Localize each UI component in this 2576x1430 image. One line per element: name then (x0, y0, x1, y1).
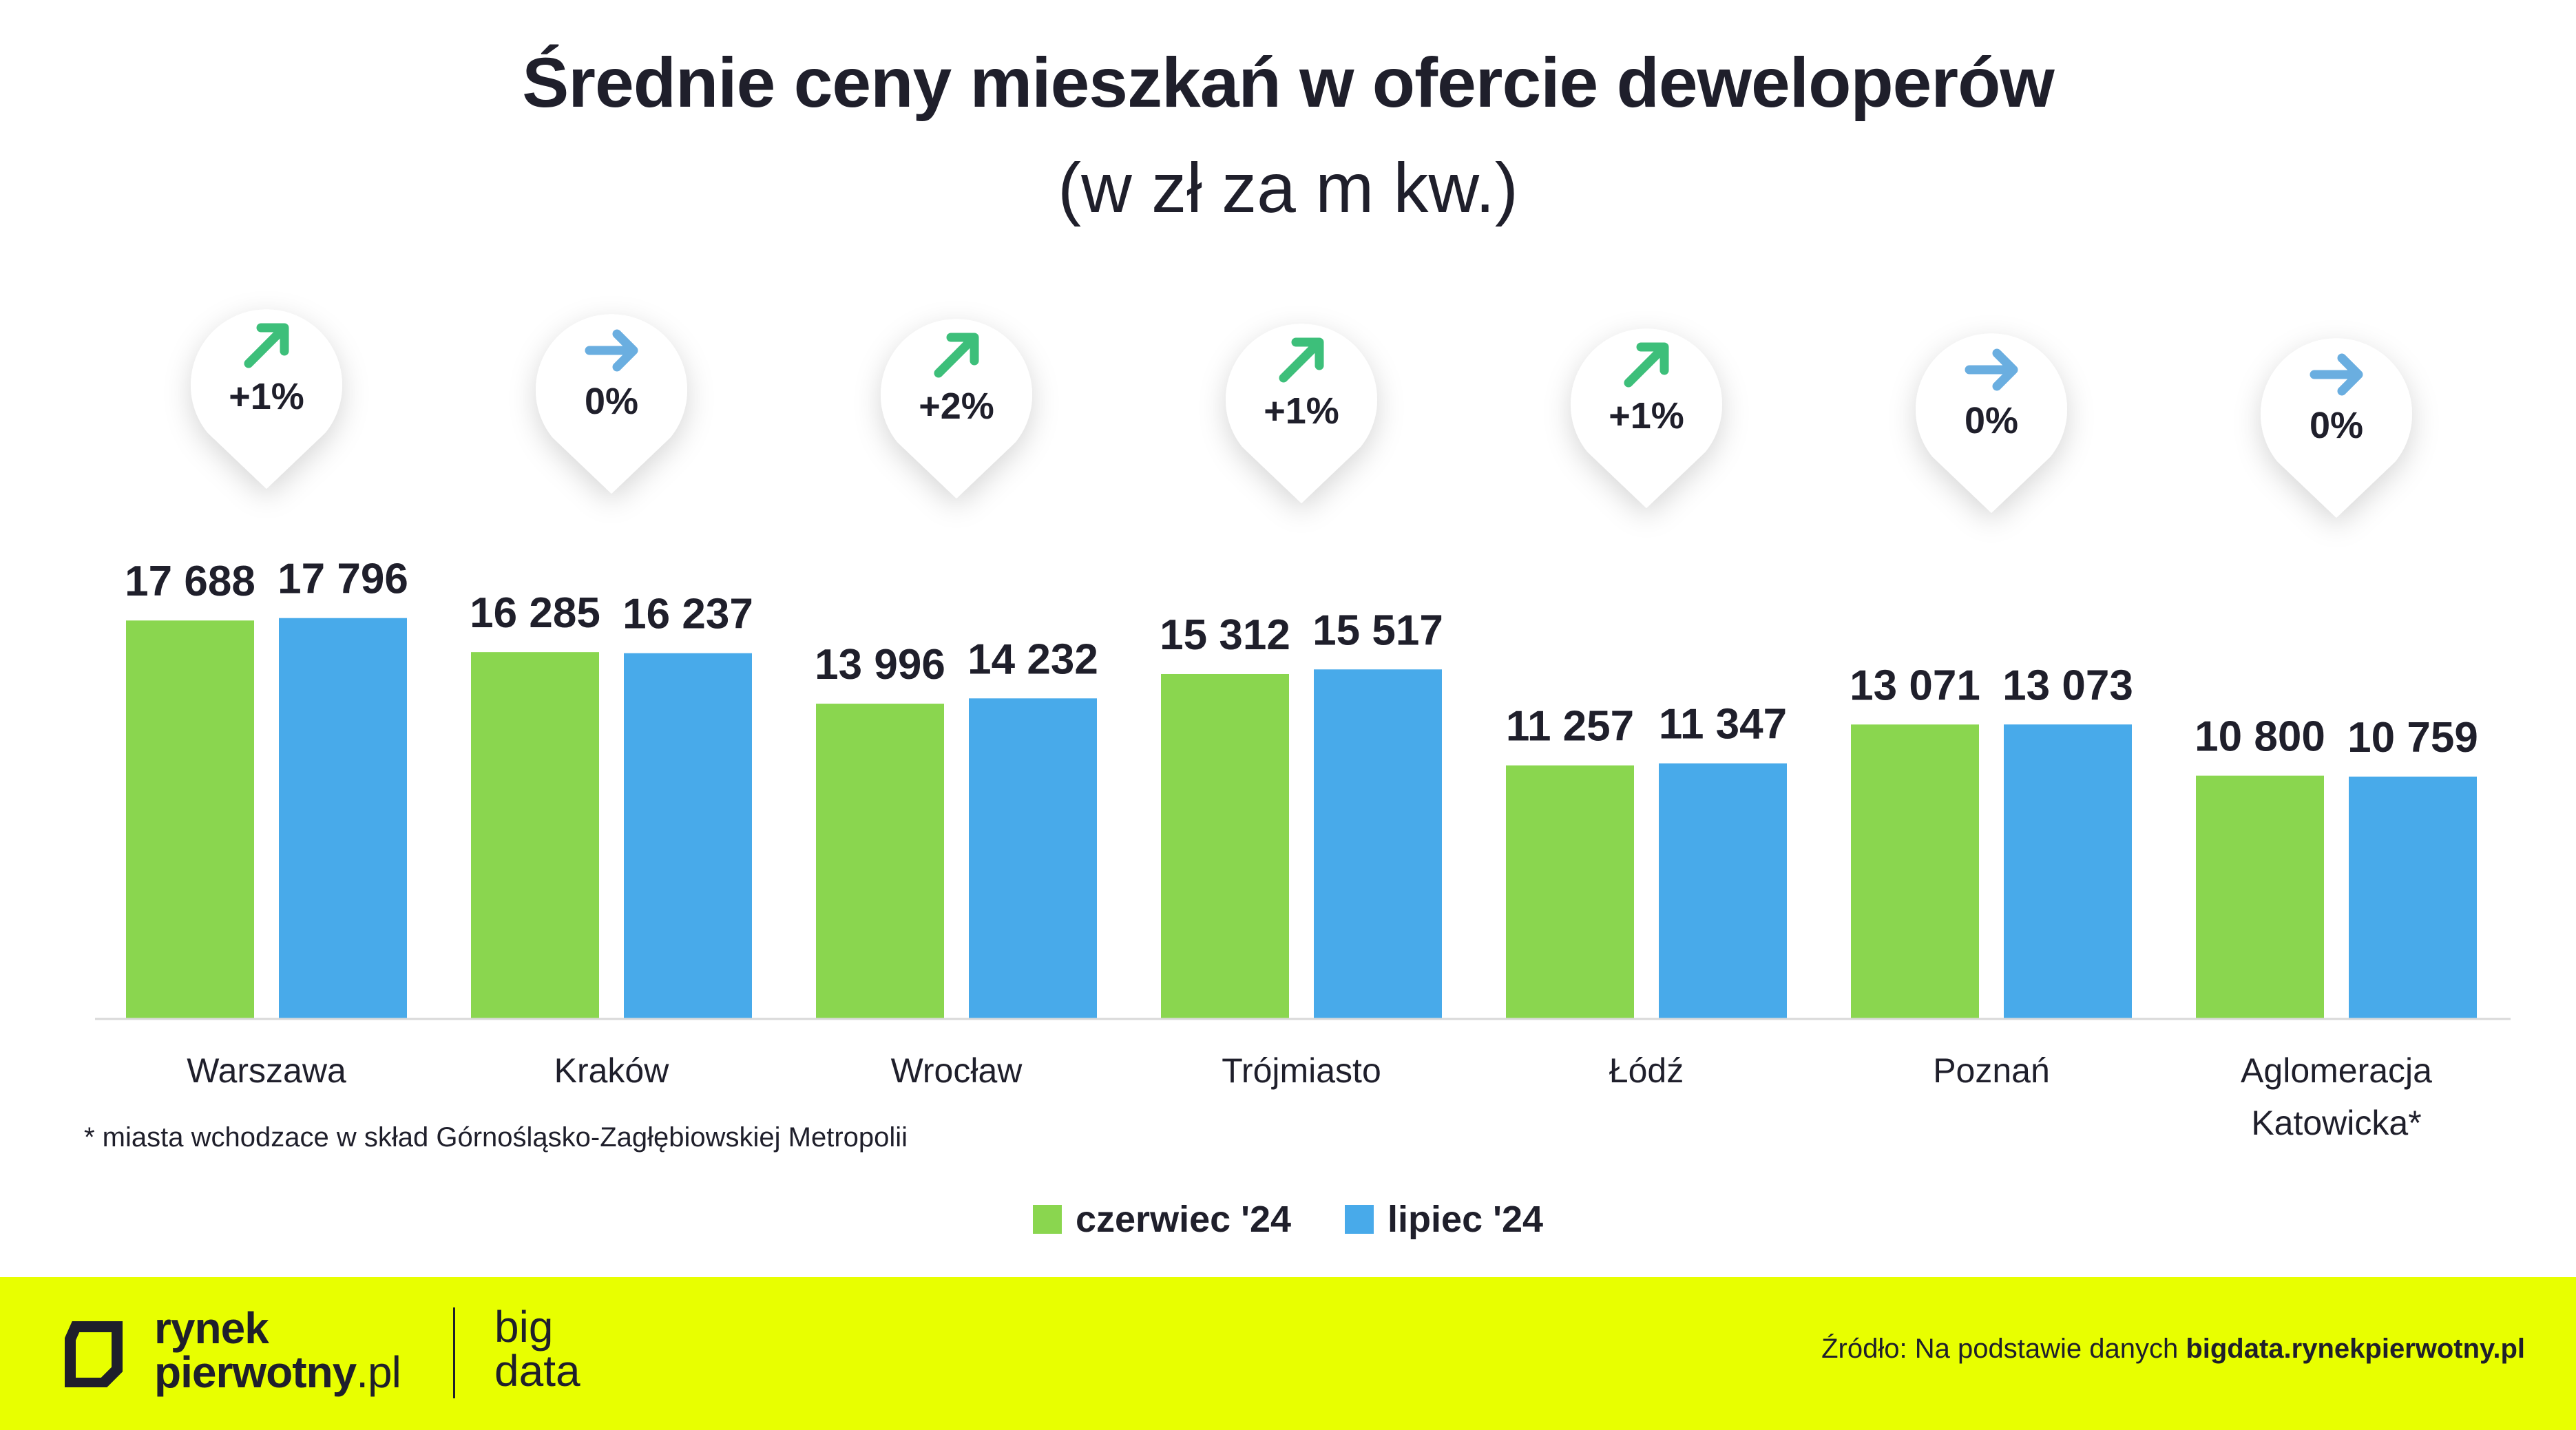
category-label-6-line-1: Katowicka* (2251, 1104, 2421, 1142)
change-pin-bubble-2 (880, 319, 1032, 498)
category-label-3: Trójmiasto (1222, 1051, 1381, 1090)
arrow-up-right-icon (1279, 337, 1324, 383)
bar-july-0 (279, 618, 407, 1019)
category-label-1: Kraków (554, 1051, 670, 1090)
change-pin-4: +1% (1571, 328, 1722, 508)
logo-divider (453, 1307, 455, 1398)
footer-bar: rynek pierwotny.pl big data Źródło: Na p… (0, 1277, 2576, 1430)
bigdata-line-2: data (494, 1346, 580, 1396)
bar-june-3 (1161, 673, 1289, 1019)
change-pin-bubble-0 (191, 309, 342, 489)
data-label-july-2: 14 232 (967, 635, 1098, 683)
change-label-2: +2% (919, 386, 994, 427)
arrow-up-right-icon (1624, 342, 1669, 388)
logo-line-1: rynek (154, 1303, 269, 1353)
data-label-june-4: 11 257 (1506, 703, 1634, 750)
category-label-0: Warszawa (187, 1051, 346, 1090)
data-label-july-3: 15 517 (1312, 607, 1443, 654)
bar-june-0 (126, 620, 254, 1019)
logo-suffix: .pl (356, 1347, 401, 1397)
source-prefix: Źródło: Na podstawie danych (1821, 1334, 2186, 1364)
data-label-july-5: 13 073 (2002, 662, 2133, 709)
change-pin-2: +2% (880, 319, 1032, 498)
bar-june-5 (1851, 724, 1979, 1019)
bar-july-6 (2349, 776, 2477, 1019)
change-pin-6: 0% (2261, 338, 2412, 518)
arrow-right-icon (2310, 353, 2363, 396)
legend-item-july: lipiec '24 (1345, 1198, 1543, 1241)
bar-june-4 (1506, 765, 1634, 1019)
bar-june-6 (2196, 775, 2324, 1019)
change-label-5: 0% (1965, 400, 2018, 441)
legend-label-july: lipiec '24 (1388, 1199, 1544, 1240)
change-label-4: +1% (1609, 395, 1684, 437)
bigdata-line-1: big (494, 1302, 554, 1352)
footnote: * miasta wchodzace w skład Górnośląsko-Z… (84, 1122, 908, 1153)
chart-subtitle: (w zł za m kw.) (1058, 149, 1518, 227)
rynekpierwotny-logo-text: rynek pierwotny.pl (154, 1306, 401, 1394)
change-pin-5: 0% (1916, 333, 2068, 513)
change-pin-0: +1% (191, 309, 342, 489)
data-label-july-1: 16 237 (622, 591, 753, 638)
change-label-0: +1% (229, 376, 304, 417)
category-label-5: Poznań (1933, 1051, 2050, 1090)
change-pin-bubble-6 (2261, 338, 2412, 518)
legend-swatch-july (1345, 1205, 1374, 1234)
legend-item-june: czerwiec '24 (1032, 1198, 1292, 1241)
category-labels: Warszawa Kraków Wrocław Trójmiasto Łódź Pozna… (187, 1051, 2432, 1142)
data-label-june-6: 10 800 (2195, 713, 2325, 761)
arrow-up-right-icon (934, 333, 979, 378)
legend-label-june: czerwiec '24 (1075, 1199, 1292, 1240)
change-pin-bubble-1 (536, 314, 687, 494)
bar-june-1 (471, 652, 599, 1019)
source-note: Źródło: Na podstawie danych bigdata.ryne… (1821, 1334, 2525, 1365)
change-label-3: +1% (1264, 390, 1339, 432)
chart-title: Średnie ceny mieszkań w ofercie dewelope… (522, 43, 2055, 122)
bar-july-2 (969, 698, 1097, 1019)
rynekpierwotny-logo-icon (65, 1321, 123, 1387)
logo-line-2: pierwotny (154, 1347, 357, 1397)
category-label-6-line-0: Aglomeracja (2241, 1051, 2432, 1090)
bar-chart: +1% 0% +2% +1% +1% 0% 0% 17 688 17 796 16 285 16 … (95, 309, 2511, 1142)
data-label-june-2: 13 996 (815, 641, 945, 688)
data-label-july-0: 17 796 (278, 556, 408, 603)
data-label-july-6: 10 759 (2347, 714, 2478, 761)
bar-june-2 (816, 704, 944, 1019)
arrow-right-icon (585, 329, 638, 372)
arrow-right-icon (1965, 348, 2018, 391)
change-label-6: 0% (2310, 405, 2363, 446)
category-label-4: Łódź (1609, 1051, 1684, 1090)
data-label-june-0: 17 688 (125, 558, 255, 605)
change-indicators: +1% 0% +2% +1% +1% 0% 0% (191, 309, 2412, 518)
bar-july-5 (2004, 724, 2132, 1019)
category-label-2: Wrocław (891, 1051, 1023, 1090)
data-label-june-5: 13 071 (1850, 662, 1980, 709)
arrow-up-right-icon (244, 323, 289, 368)
change-pin-bubble-3 (1226, 324, 1377, 503)
change-pin-bubble-4 (1571, 328, 1722, 508)
change-pin-3: +1% (1226, 324, 1377, 503)
legend-swatch-june (1032, 1205, 1062, 1234)
bar-july-1 (624, 653, 752, 1019)
source-link-text: bigdata.rynekpierwotny.pl (2186, 1334, 2525, 1364)
data-label-june-3: 15 312 (1160, 611, 1290, 659)
bigdata-logo-text: big data (494, 1305, 580, 1393)
bar-july-4 (1659, 763, 1787, 1019)
change-pin-bubble-5 (1916, 333, 2068, 513)
change-pin-1: 0% (536, 314, 687, 494)
bars: 17 688 17 796 16 285 16 237 13 996 14 232 15 3… (125, 556, 2478, 1019)
change-label-1: 0% (585, 381, 638, 422)
bar-july-3 (1314, 669, 1442, 1019)
legend: czerwiec '24 lipiec '24 (0, 1198, 2576, 1241)
data-label-june-1: 16 285 (470, 589, 600, 637)
data-label-july-4: 11 347 (1659, 701, 1787, 748)
